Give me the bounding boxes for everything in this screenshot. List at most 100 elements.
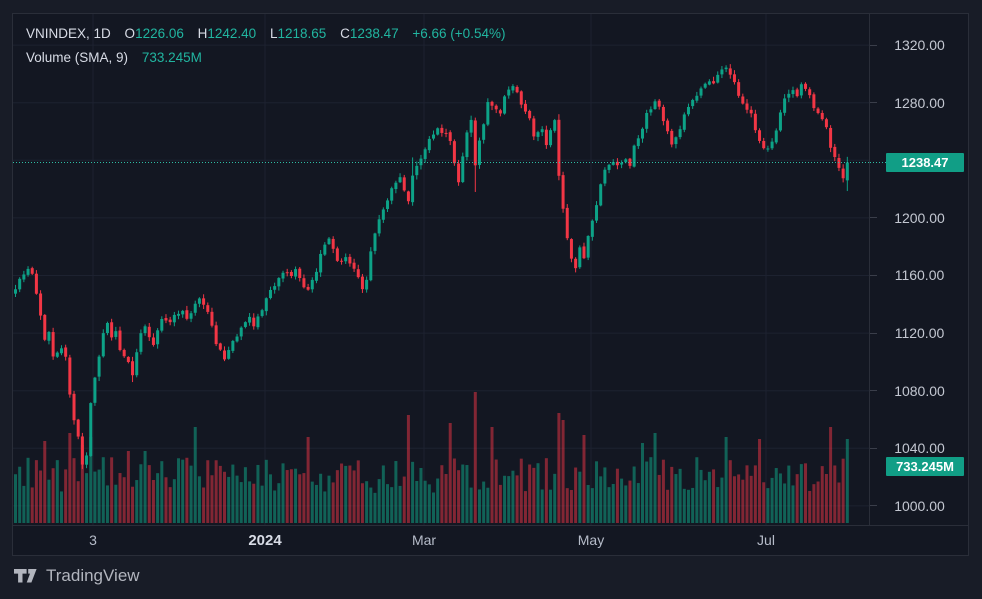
candle-body [277, 278, 281, 287]
candle-body [482, 124, 486, 140]
candle-body [607, 164, 611, 170]
candle-body [808, 89, 812, 96]
candle-body [774, 130, 778, 143]
candle-body [360, 276, 364, 290]
volume-bar [323, 491, 327, 523]
volume-bar [114, 484, 118, 523]
volume-bar [649, 457, 653, 523]
volume-bar [741, 479, 745, 523]
volume-bar [553, 473, 557, 523]
volume-bar [381, 465, 385, 523]
volume-bar [758, 439, 762, 523]
candle-body [131, 361, 135, 376]
volume-bar [461, 464, 465, 523]
candle-body [168, 319, 172, 323]
candle-body [344, 257, 348, 262]
symbol-ohlc-row: VNINDEX, 1D O1226.06 H1242.40 L1218.65 C… [26, 22, 505, 46]
price-axis-tick [870, 102, 877, 104]
candle-body [289, 271, 293, 277]
volume-bar [770, 477, 774, 523]
volume-bar [214, 460, 218, 523]
candle-body [210, 311, 214, 326]
volume-value-badge: 733.245M [886, 457, 964, 476]
candle-body [611, 161, 615, 165]
candle-body [753, 113, 757, 131]
volume-bar [68, 433, 72, 523]
volume-bar [85, 473, 89, 523]
candle-body [59, 348, 63, 354]
volume-bar [682, 488, 686, 523]
volume-bar [377, 479, 381, 523]
volume-bar [645, 461, 649, 523]
volume-bar [457, 470, 461, 523]
volume-bar [636, 483, 640, 523]
tradingview-watermark-link[interactable]: TradingView [14, 566, 140, 586]
candle-body [14, 289, 17, 294]
candle-body [273, 286, 277, 290]
candle-body [377, 219, 381, 234]
chart-pane[interactable] [13, 14, 869, 525]
volume-bar [47, 479, 51, 523]
volume-bar [536, 463, 540, 523]
candle-body [340, 260, 344, 262]
candle-body [365, 279, 369, 290]
volume-bar [507, 476, 511, 523]
current-price-line-stub [870, 162, 886, 163]
candle-body [432, 134, 435, 139]
volume-bar [43, 441, 47, 523]
volume-bar [615, 468, 619, 523]
price-axis-label: 1320.00 [894, 37, 945, 54]
time-axis-label: 2024 [248, 532, 282, 549]
volume-bar [657, 474, 661, 523]
volume-bar [126, 451, 130, 523]
candle-body [678, 129, 682, 138]
candle-body [473, 120, 477, 166]
candle-body [762, 140, 766, 149]
volume-bar [398, 485, 402, 523]
volume-bar [503, 475, 507, 523]
candle-body [615, 161, 619, 166]
candle-body [80, 436, 84, 465]
volume-bar [268, 474, 272, 523]
chart-canvas[interactable] [13, 14, 869, 525]
candle-body [239, 327, 243, 337]
time-axis[interactable]: 3 2024 Mar May Jul [13, 525, 968, 555]
volume-bar [762, 482, 766, 523]
candle-body [469, 119, 473, 133]
volume-bar [294, 468, 298, 523]
candle-body [829, 127, 833, 148]
tradingview-logo-icon [14, 569, 37, 583]
candle-body [745, 103, 749, 110]
volume-bar [26, 457, 30, 523]
price-axis-label: 1280.00 [894, 94, 945, 111]
candle-body [569, 239, 573, 259]
candle-body [143, 326, 147, 334]
volume-bar [172, 479, 176, 523]
candle-body [544, 129, 548, 146]
volume-bar [799, 464, 803, 523]
candle-body [369, 251, 373, 281]
candle-body [122, 349, 126, 357]
price-axis-tick [870, 217, 877, 219]
candle-body [139, 333, 143, 352]
volume-bar [791, 485, 795, 523]
volume-bar [465, 465, 469, 523]
volume-bar [448, 423, 452, 523]
price-axis[interactable]: 1238.47 733.245M 1320.00 1280.00 1200.00 11… [869, 14, 968, 525]
candle-body [457, 163, 461, 183]
candle-body [528, 110, 532, 119]
volume-bar [494, 459, 498, 523]
candle-body [323, 244, 327, 255]
candle-body [724, 67, 728, 70]
volume-bar [22, 485, 26, 523]
volume-bar [423, 480, 427, 523]
volume-bar [373, 492, 377, 523]
candle-body [783, 98, 787, 113]
volume-bar [774, 468, 778, 523]
volume-bar [540, 489, 544, 523]
candle-body [452, 141, 456, 164]
candle-body [264, 298, 268, 312]
candle-body [218, 343, 222, 350]
volume-bar [674, 474, 678, 523]
